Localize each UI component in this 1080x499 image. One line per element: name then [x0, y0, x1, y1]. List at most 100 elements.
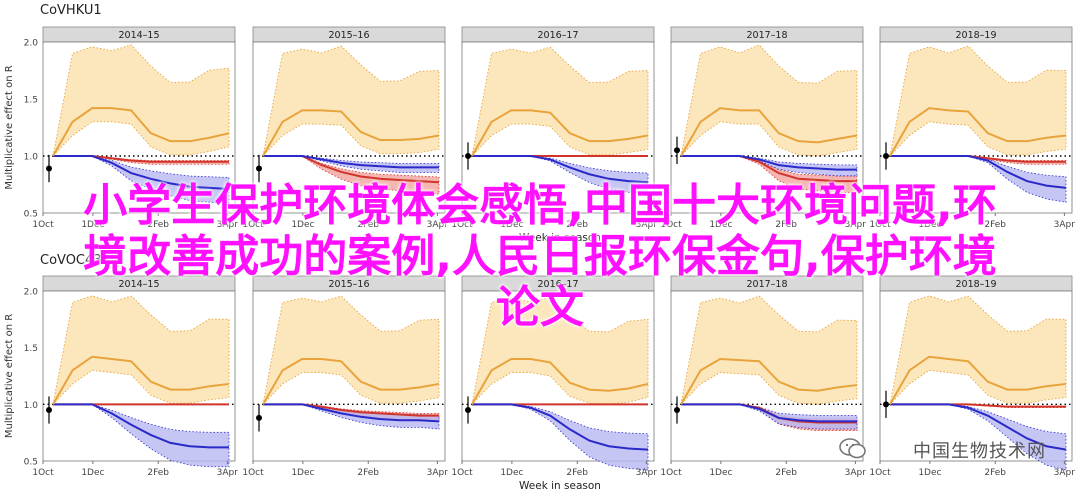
blue-ribbon: [53, 403, 230, 468]
blue-ribbon: [263, 403, 440, 430]
facet-panel: 2015–16 1Oct 1Dec 2Feb 3Apr: [242, 275, 449, 478]
x-tick-label: 3Apr: [1054, 220, 1076, 230]
y-tick-label: 1.5: [24, 96, 38, 106]
x-tick-label: 1Dec: [291, 468, 314, 478]
facet-label: 2016–17: [537, 279, 578, 290]
x-tick-label: 1Oct: [660, 468, 682, 478]
x-tick-label: 1Oct: [242, 468, 264, 478]
gold-ribbon: [680, 295, 858, 406]
blue-series-line: [890, 155, 1067, 189]
gold-series-line: [680, 357, 858, 405]
facet-panel: 2016–17 1Oct 1Dec 2Feb 3Apr: [451, 26, 658, 230]
x-tick-label: 1Oct: [242, 220, 264, 230]
x-tick-label: 2Feb: [984, 220, 1006, 230]
x-tick-label: 2Feb: [566, 468, 588, 478]
y-axis-label: Multiplicative effect on R: [4, 65, 15, 189]
gold-ribbon: [52, 44, 230, 158]
overlay-title-line-3: 论文: [496, 282, 584, 333]
start-point: [465, 407, 471, 413]
gold-series-line: [471, 358, 649, 405]
facet-panel: 2014–15 1Oct 1Dec 2Feb 3Apr: [32, 275, 238, 478]
start-point: [883, 401, 889, 408]
x-tick-label: 1Dec: [918, 468, 941, 478]
x-tick-label: 1Oct: [451, 468, 473, 478]
gold-ribbon: [680, 44, 858, 158]
gold-ribbon: [889, 295, 1067, 406]
overlay-title-line-2: 境改善成功的案例,人民日报环保金句,保护环境: [83, 231, 997, 282]
gold-ribbon: [262, 295, 440, 406]
overlay-title-line-1: 小学生保护环境体会感悟,中国十大环境问题,环: [83, 180, 997, 231]
blue-ribbon: [890, 155, 1067, 203]
blue-series-line: [681, 155, 857, 171]
facet-label: 2015–16: [328, 30, 369, 41]
x-tick-label: 2Feb: [357, 220, 379, 230]
x-tick-label: 1Oct: [869, 468, 891, 478]
facet-label: 2017–18: [746, 279, 787, 290]
facet-panel: 2017–18 1Oct 1Dec 2Feb 3Apr: [660, 26, 867, 230]
x-axis-label: Week in season: [519, 232, 601, 244]
blue-series-line: [681, 403, 857, 423]
y-axis-label: Multiplicative effect on R: [4, 314, 15, 438]
y-tick-label: 2.0: [24, 288, 39, 298]
blue-series-line: [472, 155, 649, 184]
x-tick-label: 3Apr: [427, 220, 449, 230]
gold-ribbon: [262, 45, 440, 158]
y-tick-label: 1.5: [24, 344, 38, 354]
chart-title: CoVHKU1: [40, 3, 102, 18]
blue-ribbon: [472, 155, 649, 195]
gold-ribbon: [471, 296, 649, 406]
facet-label: 2016–17: [537, 30, 578, 41]
y-tick-label: 1.0: [24, 401, 39, 411]
x-tick-label: 3Apr: [845, 220, 867, 230]
y-tick-label: 2.0: [24, 39, 39, 49]
x-tick-label: 1Oct: [32, 220, 54, 230]
facet-panel: 2015–16 1Oct 1Dec 2Feb 3Apr: [242, 26, 449, 230]
gold-series-line: [889, 107, 1067, 157]
y-tick-label: 0.5: [24, 458, 38, 468]
y-tick-label: 1.0: [24, 153, 39, 163]
chart-title: CoVOC43: [40, 253, 102, 268]
y-tick-label: 0.5: [24, 210, 38, 220]
x-tick-label: 2Feb: [566, 220, 588, 230]
gold-series-line: [471, 109, 649, 157]
x-tick-label: 2Feb: [775, 220, 797, 230]
x-tick-label: 3Apr: [636, 468, 658, 478]
start-point: [256, 165, 262, 172]
x-tick-label: 2Feb: [775, 468, 797, 478]
facet-panel: 2014–15 1Oct 1Dec 2Feb 3Apr: [32, 26, 238, 230]
x-tick-label: 1Oct: [869, 220, 891, 230]
blue-ribbon: [890, 403, 1067, 471]
wechat-icon: [839, 438, 866, 459]
x-tick-label: 1Oct: [451, 220, 473, 230]
blue-series-line: [472, 403, 649, 451]
facet-label: 2014–15: [118, 279, 159, 290]
x-tick-label: 3Apr: [427, 468, 449, 478]
gold-series-line: [262, 358, 440, 405]
x-tick-label: 1Dec: [709, 220, 732, 230]
x-tick-label: 2Feb: [357, 468, 379, 478]
gold-series-line: [52, 355, 230, 405]
facet-label: 2015–16: [328, 279, 369, 290]
x-tick-label: 3Apr: [636, 220, 658, 230]
facet-label: 2018–19: [955, 279, 996, 290]
start-point: [883, 153, 889, 159]
x-tick-label: 3Apr: [1054, 468, 1076, 478]
start-point: [256, 414, 262, 421]
x-axis-label: Week in season: [519, 480, 601, 492]
blue-series-line: [263, 403, 440, 423]
facet-panel: 2017–18 1Oct 1Dec 2Feb 3Apr: [660, 275, 866, 478]
watermark-text: 中国生物技术网: [913, 441, 1046, 462]
x-tick-label: 1Oct: [660, 220, 682, 230]
blue-ribbon: [472, 403, 649, 471]
x-tick-label: 2Feb: [984, 468, 1006, 478]
start-point: [46, 165, 52, 172]
x-tick-label: 1Dec: [291, 220, 314, 230]
gold-ribbon: [889, 45, 1067, 158]
start-point: [46, 407, 52, 413]
x-tick-label: 2Feb: [147, 468, 169, 478]
gold-ribbon: [471, 46, 649, 158]
gold-series-line: [889, 355, 1067, 405]
blue-ribbon: [53, 155, 230, 205]
facet-panel: 2018–19 1Oct 1Dec 2Feb 3Apr: [869, 275, 1076, 478]
x-tick-label: 1Dec: [81, 468, 104, 478]
